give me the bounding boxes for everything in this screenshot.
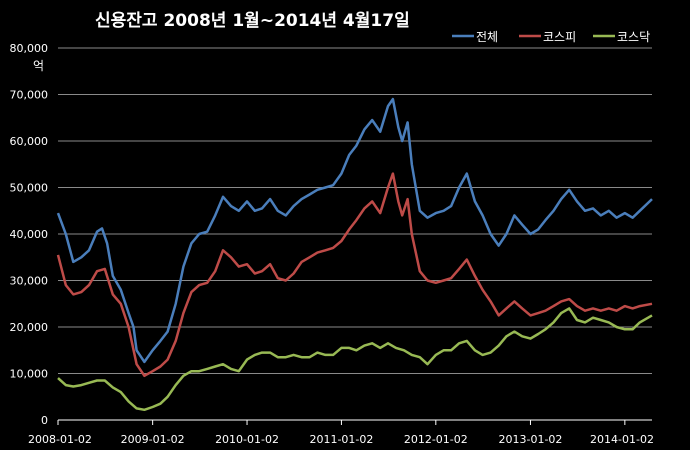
y-tick-label: 10,000 <box>10 368 49 381</box>
y-tick-label: 70,000 <box>10 89 49 102</box>
gridlines <box>58 47 652 374</box>
series-line-0 <box>56 97 653 364</box>
y-tick-label: 50,000 <box>10 182 49 195</box>
x-tick-label: 2013-01-02 <box>498 433 562 446</box>
y-tick-label: 60,000 <box>10 135 49 148</box>
x-axis-ticks: 2008-01-02 2009-01-02 2010-01-02 2011-01-02… <box>28 420 654 446</box>
series-line-1 <box>56 172 653 378</box>
y-tick-label: 40,000 <box>10 228 49 241</box>
legend-label: 코스닥 <box>617 30 650 44</box>
legend: 전체 코스피 코스닥 <box>452 30 650 44</box>
x-tick-label: 2009-01-02 <box>121 433 185 446</box>
y-tick-label: 20,000 <box>10 321 49 334</box>
x-tick-label: 2014-01-02 <box>590 433 654 446</box>
legend-label: 전체 <box>476 30 498 44</box>
y-axis-ticks: 80,000 70,000 60,000 50,000 40,000 30,000 20,0… <box>10 42 49 427</box>
y-tick-label: 30,000 <box>10 275 49 288</box>
y-tick-label: 80,000 <box>10 42 49 55</box>
y-axis-unit: 억 <box>33 59 45 73</box>
legend-label: 코스피 <box>543 30 576 44</box>
x-tick-label: 2012-01-02 <box>404 433 468 446</box>
chart-title: 신용잔고 2008년 1월~2014년 4월17일 <box>95 11 410 31</box>
x-tick-label: 2008-01-02 <box>28 433 92 446</box>
series-line-2 <box>57 307 653 412</box>
series-lines <box>56 97 653 412</box>
x-tick-label: 2010-01-02 <box>215 433 279 446</box>
y-tick-label: 0 <box>41 414 48 427</box>
x-tick-label: 2011-01-02 <box>309 433 373 446</box>
